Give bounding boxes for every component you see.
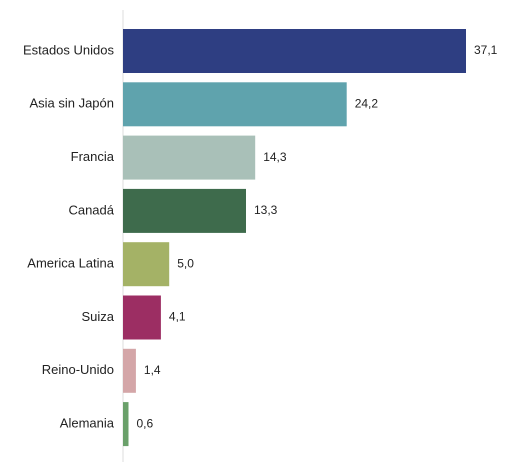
value-label: 13,3 — [254, 203, 278, 217]
value-label: 4,1 — [169, 310, 186, 324]
value-label: 24,2 — [355, 96, 379, 110]
category-label: Reino-Unido — [42, 362, 114, 377]
category-label: Asia sin Japón — [29, 96, 114, 111]
category-label: Suiza — [81, 309, 114, 324]
bar — [123, 29, 466, 73]
bar — [123, 402, 129, 447]
category-label: America Latina — [27, 256, 114, 271]
bars-layer — [123, 29, 466, 447]
category-label: Alemania — [60, 416, 115, 431]
bar — [123, 82, 347, 127]
bar — [123, 348, 136, 393]
bar — [123, 188, 246, 233]
value-label: 14,3 — [263, 150, 287, 164]
value-label: 5,0 — [177, 256, 194, 270]
labels-layer: Estados Unidos 37,1 Asia sin Japón 24,2 Fran… — [23, 42, 498, 430]
category-label: Canadá — [68, 202, 114, 217]
category-label: Estados Unidos — [23, 42, 115, 57]
value-label: 1,4 — [144, 363, 161, 377]
bar — [123, 295, 161, 340]
value-label: 0,6 — [137, 416, 154, 430]
bar — [123, 242, 170, 287]
value-label: 37,1 — [474, 43, 498, 57]
bar — [123, 135, 256, 180]
category-label: Francia — [71, 149, 115, 164]
